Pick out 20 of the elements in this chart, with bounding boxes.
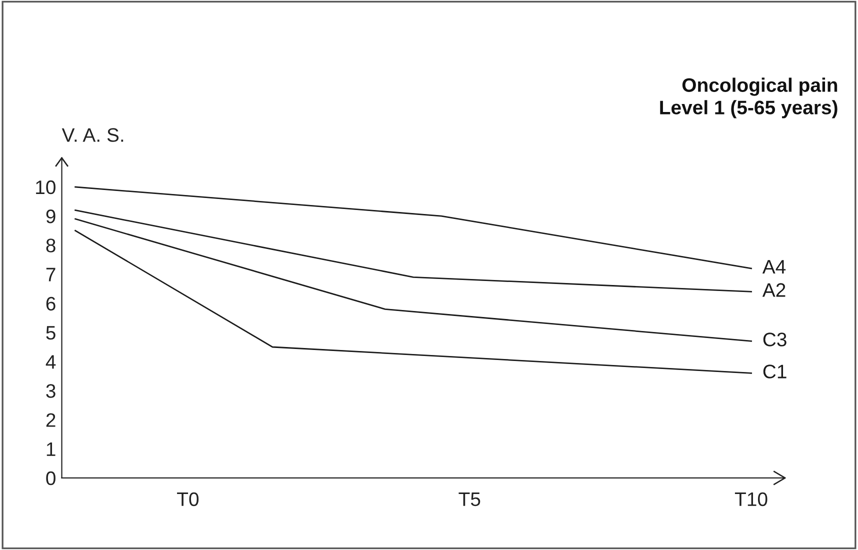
y-tick-label: 7 — [46, 268, 56, 282]
y-tick-label: 9 — [46, 210, 56, 224]
series-label: C1 — [763, 364, 786, 378]
y-tick-label: 4 — [46, 355, 56, 369]
series-label: A4 — [762, 260, 786, 274]
x-tick-label: T10 — [734, 492, 768, 506]
chart-title: Oncological pain Level 1 (5-65 years) — [660, 78, 838, 118]
y-tick-label: 1 — [46, 442, 56, 456]
y-tick-label: 3 — [46, 384, 56, 398]
y-axis-title: V. A. S. — [62, 128, 124, 142]
y-tick-label: 0 — [46, 471, 56, 486]
y-tick-label: 10 — [36, 180, 56, 194]
y-tick-label: 2 — [46, 413, 56, 427]
series-label: C3 — [763, 332, 786, 346]
y-tick-label: 8 — [46, 238, 56, 252]
y-tick-label: 6 — [46, 296, 56, 311]
series-label: A2 — [762, 283, 786, 297]
y-tick-label: 5 — [46, 326, 56, 340]
x-tick-label: T5 — [458, 492, 480, 506]
x-tick-label: T0 — [177, 492, 199, 506]
